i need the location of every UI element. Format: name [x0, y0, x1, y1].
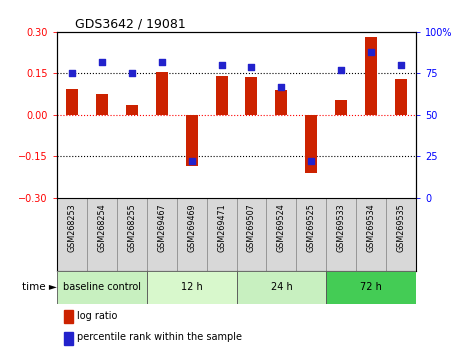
- Text: GSM269525: GSM269525: [307, 204, 316, 252]
- Text: time ►: time ►: [22, 282, 57, 292]
- Bar: [117, 198, 147, 271]
- Text: GSM269467: GSM269467: [157, 204, 166, 252]
- Text: GSM268255: GSM268255: [127, 204, 136, 252]
- Bar: [156, 72, 167, 115]
- Bar: [185, 115, 198, 166]
- Point: [307, 158, 315, 164]
- Bar: [275, 90, 288, 115]
- Point: [68, 70, 76, 76]
- Bar: [96, 94, 108, 115]
- Text: 72 h: 72 h: [360, 282, 382, 292]
- Bar: [306, 115, 317, 173]
- Point: [278, 84, 285, 90]
- Point: [128, 70, 135, 76]
- Point: [338, 67, 345, 73]
- Bar: [126, 105, 138, 115]
- Text: 12 h: 12 h: [181, 282, 202, 292]
- Bar: [245, 78, 257, 115]
- Text: GSM269533: GSM269533: [337, 204, 346, 252]
- Bar: [147, 198, 176, 271]
- Bar: [386, 198, 416, 271]
- Text: GSM269534: GSM269534: [367, 204, 376, 252]
- Text: GSM269507: GSM269507: [247, 204, 256, 252]
- Bar: [335, 99, 347, 115]
- Point: [368, 49, 375, 55]
- Bar: [365, 38, 377, 115]
- Bar: [87, 198, 117, 271]
- Bar: [207, 198, 236, 271]
- Bar: [176, 198, 207, 271]
- Point: [98, 59, 105, 64]
- Text: GSM269535: GSM269535: [397, 204, 406, 252]
- Text: GSM268254: GSM268254: [97, 204, 106, 252]
- Text: baseline control: baseline control: [63, 282, 140, 292]
- Point: [218, 62, 225, 68]
- Text: GSM269524: GSM269524: [277, 204, 286, 252]
- Bar: [236, 271, 326, 304]
- Point: [158, 59, 166, 64]
- Bar: [297, 198, 326, 271]
- Bar: [64, 310, 73, 323]
- Bar: [64, 332, 73, 345]
- Bar: [326, 271, 416, 304]
- Text: percentile rank within the sample: percentile rank within the sample: [77, 332, 242, 342]
- Point: [188, 158, 195, 164]
- Bar: [266, 198, 297, 271]
- Text: GSM268253: GSM268253: [67, 204, 76, 252]
- Bar: [216, 76, 228, 115]
- Text: log ratio: log ratio: [77, 311, 117, 321]
- Bar: [147, 271, 236, 304]
- Point: [397, 62, 405, 68]
- Bar: [356, 198, 386, 271]
- Point: [248, 64, 255, 69]
- Bar: [57, 198, 87, 271]
- Bar: [66, 88, 78, 115]
- Text: GSM269469: GSM269469: [187, 204, 196, 252]
- Text: GSM269471: GSM269471: [217, 204, 226, 252]
- Text: GDS3642 / 19081: GDS3642 / 19081: [75, 18, 185, 31]
- Bar: [395, 79, 407, 115]
- Text: 24 h: 24 h: [271, 282, 292, 292]
- Bar: [57, 271, 147, 304]
- Bar: [236, 198, 266, 271]
- Bar: [326, 198, 356, 271]
